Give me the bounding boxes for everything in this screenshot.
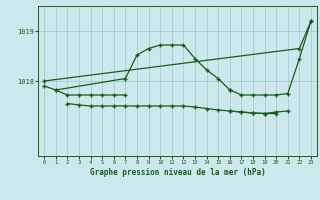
X-axis label: Graphe pression niveau de la mer (hPa): Graphe pression niveau de la mer (hPa) bbox=[90, 168, 266, 177]
